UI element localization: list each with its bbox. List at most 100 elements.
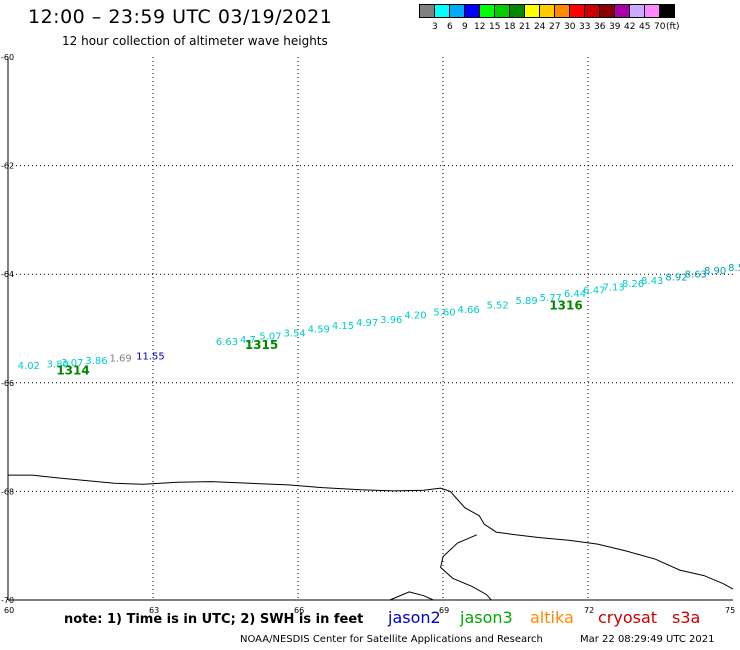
- lon-tick-label: 75: [725, 606, 735, 615]
- legend-swatch: [584, 4, 600, 18]
- legend-swatch: [614, 4, 630, 18]
- legend-swatch: [419, 4, 435, 18]
- legend-value: 15: [489, 22, 501, 32]
- orbit-track-number: 1314: [56, 364, 89, 378]
- wave-height-value: 4.02: [18, 361, 40, 372]
- legend-swatch: [629, 4, 645, 18]
- wave-height-value: 11.55: [136, 351, 165, 362]
- wave-height-value: 4.20: [404, 311, 426, 322]
- legend-value: 12: [474, 22, 486, 32]
- wave-height-value: 4.59: [308, 324, 330, 335]
- wave-height-value: 8.63: [685, 269, 707, 280]
- satellite-jason3: jason3: [460, 608, 513, 627]
- wave-height-value: 4.97: [356, 318, 378, 329]
- wave-height-value: 4.15: [332, 321, 354, 332]
- lon-tick-label: 60: [4, 606, 14, 615]
- lat-tick-label: -64: [1, 270, 14, 279]
- legend-swatches: [419, 4, 675, 18]
- ice-shelf-outline: [440, 534, 492, 601]
- wave-height-value: 8.55: [728, 263, 740, 274]
- timestamp: Mar 22 08:29:49 UTC 2021: [580, 634, 715, 645]
- wave-height-value: 4.7: [240, 335, 256, 346]
- wave-height-value: 5.77: [540, 293, 562, 304]
- legend-swatch: [494, 4, 510, 18]
- legend-swatch: [434, 4, 450, 18]
- credit-text: NOAA/NESDIS Center for Satellite Applica…: [240, 634, 543, 645]
- legend-swatch: [509, 4, 525, 18]
- footer-note: note: 1) Time is in UTC; 2) SWH is in fe…: [64, 612, 364, 627]
- legend-value: 36: [594, 22, 606, 32]
- coastline: [8, 474, 734, 601]
- legend-value: 24: [534, 22, 546, 32]
- wave-height-value: 5.89: [516, 296, 538, 307]
- lat-tick-label: -70: [1, 596, 14, 605]
- legend-value: 30: [564, 22, 576, 32]
- wave-height-value: 6.63: [216, 337, 238, 348]
- legend-value: 39: [609, 22, 621, 32]
- legend-swatch: [449, 4, 465, 18]
- legend-value: 3: [432, 22, 438, 32]
- legend-value: 45: [639, 22, 651, 32]
- orbit-track-number: 1316: [549, 298, 582, 312]
- lat-tick-label: -66: [1, 379, 14, 388]
- legend-swatch: [554, 4, 570, 18]
- legend-value: 27: [549, 22, 561, 32]
- wave-height-value: 8.43: [641, 276, 663, 287]
- wave-height-value: 3.54: [284, 329, 306, 340]
- wave-height-value: 6.47: [583, 286, 605, 297]
- map-subtitle: 12 hour collection of altimeter wave hei…: [62, 34, 328, 48]
- wave-height-value: 3.96: [380, 315, 402, 326]
- wave-height-value: 3.86: [85, 356, 107, 367]
- legend-swatch: [524, 4, 540, 18]
- legend-value: 42: [624, 22, 636, 32]
- map-title: 12:00 – 23:59 UTC 03/19/2021: [28, 6, 333, 28]
- orbit-track-labels: 1314 1315 1316: [56, 298, 582, 377]
- legend-swatch: [569, 4, 585, 18]
- legend-value: 33: [579, 22, 591, 32]
- legend-swatch: [644, 4, 660, 18]
- legend-labels: 3 6 9 12 15 18 21 24 27 30 33 36 39 42 45 70 (ft): [420, 22, 740, 34]
- lon-tick-label: 66: [294, 606, 304, 615]
- wave-height-value: 1.69: [110, 354, 132, 365]
- legend-swatch: [479, 4, 495, 18]
- lon-tick-label: 72: [584, 606, 594, 615]
- wave-height-value: 8.90: [704, 266, 726, 277]
- wave-height-value: 3.07: [61, 358, 83, 369]
- island-outline: [389, 591, 434, 601]
- legend-value: 18: [504, 22, 516, 32]
- wave-height-value: 8.26: [622, 279, 644, 290]
- satellite-altika: altika: [530, 608, 574, 627]
- legend-value: 9: [462, 22, 468, 32]
- legend-value: 70: [654, 22, 666, 32]
- lat-tick-label: -68: [1, 487, 14, 496]
- wave-height-value: 5.60: [433, 307, 455, 318]
- lon-tick-label: 69: [439, 606, 449, 615]
- color-legend: 3 6 9 12 15 18 21 24 27 30 33 36 39 42 45 70 (ft): [419, 4, 680, 32]
- satellite-cryosat: cryosat: [598, 608, 658, 627]
- satellite-jason2: jason2: [388, 608, 441, 627]
- legend-swatch: [464, 4, 480, 18]
- wave-height-value: 6.44: [564, 289, 586, 300]
- legend-unit: (ft): [666, 22, 680, 32]
- legend-swatch: [539, 4, 555, 18]
- lat-tick-label: -60: [1, 53, 14, 62]
- wave-height-value: 5.07: [259, 331, 281, 342]
- legend-value: 6: [447, 22, 453, 32]
- legend-value: 21: [519, 22, 531, 32]
- wave-height-value: 4.66: [458, 305, 480, 316]
- legend-swatch: [659, 4, 675, 18]
- antarctic-coastline: [8, 474, 734, 590]
- wave-height-observations: 4.02 3.803.07 3.86 1.69 11.55 6.63 4.7 5.07 3.54…: [18, 263, 740, 372]
- wave-height-value: 7.13: [603, 282, 625, 293]
- graticule: [7, 57, 733, 601]
- satellite-s3a: s3a: [672, 608, 701, 627]
- wave-height-value: 3.80: [47, 360, 69, 371]
- lat-tick-label: -62: [1, 162, 14, 171]
- wave-height-value: 8.92: [665, 273, 687, 284]
- lon-tick-label: 63: [149, 606, 159, 615]
- legend-swatch: [599, 4, 615, 18]
- wave-height-value: 5.52: [487, 300, 509, 311]
- orbit-track-number: 1315: [245, 338, 278, 352]
